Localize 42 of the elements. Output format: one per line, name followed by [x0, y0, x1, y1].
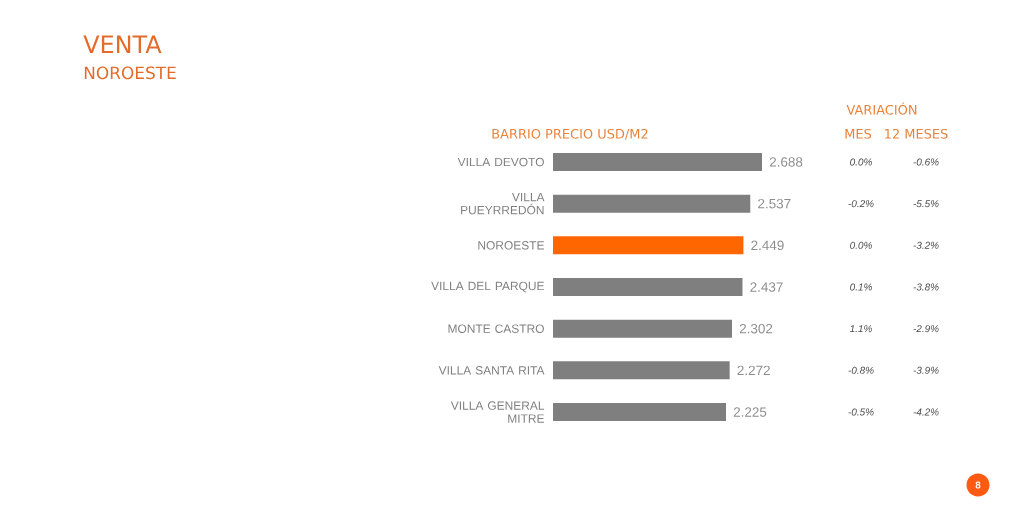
bar [553, 319, 732, 338]
y-tick-label: VILLA SANTA RITA [438, 366, 545, 375]
y-tick-label: MONTE CASTRO [448, 324, 544, 333]
text: 12 MESES [885, 128, 948, 139]
bar [553, 361, 730, 380]
y-tick-label: VILLA DEVOTO [457, 157, 544, 167]
bar [553, 152, 763, 171]
text: NOROESTE [84, 66, 176, 80]
data-label: 2.225 [733, 407, 767, 417]
y-tick-label: NOROESTE [478, 241, 544, 250]
bar [553, 236, 744, 255]
text: 0.0% [850, 158, 872, 166]
bar [553, 278, 743, 296]
y-tick-label: VILLA PUEYRREDÓN [461, 193, 545, 215]
y-tick-label: VILLA GENERAL MITRE [450, 401, 545, 423]
text: -2.9% [913, 325, 939, 333]
text: -0.8% [848, 366, 874, 374]
bar [553, 403, 727, 422]
bar [553, 194, 751, 213]
data-label: 2.302 [739, 323, 773, 334]
y-tick-label: VILLA DEL PARQUE [431, 281, 544, 293]
text: -3.9% [913, 366, 939, 374]
text: BARRIO PRECIO USD/M2 [492, 128, 648, 140]
data-label: 2.537 [758, 198, 791, 209]
text: -3.8% [913, 283, 939, 291]
text: -3.2% [913, 241, 939, 249]
text: 8 [975, 481, 981, 489]
text: 1.1% [849, 325, 872, 333]
text: -0.2% [848, 200, 874, 208]
text: 0.0% [850, 241, 872, 249]
data-label: 2.437 [750, 282, 783, 292]
text: -0.5% [848, 408, 874, 416]
text: -0.6% [913, 158, 939, 166]
text: VARIACIÓN [846, 102, 917, 115]
text: -4.2% [913, 408, 939, 416]
text: 0.1% [850, 283, 872, 291]
data-label: 2.272 [737, 365, 770, 376]
data-label: 2.449 [751, 240, 784, 251]
text: MES [845, 128, 872, 139]
data-label: 2.688 [769, 157, 803, 167]
text: -5.5% [913, 200, 939, 208]
text: VENTA [83, 35, 162, 53]
